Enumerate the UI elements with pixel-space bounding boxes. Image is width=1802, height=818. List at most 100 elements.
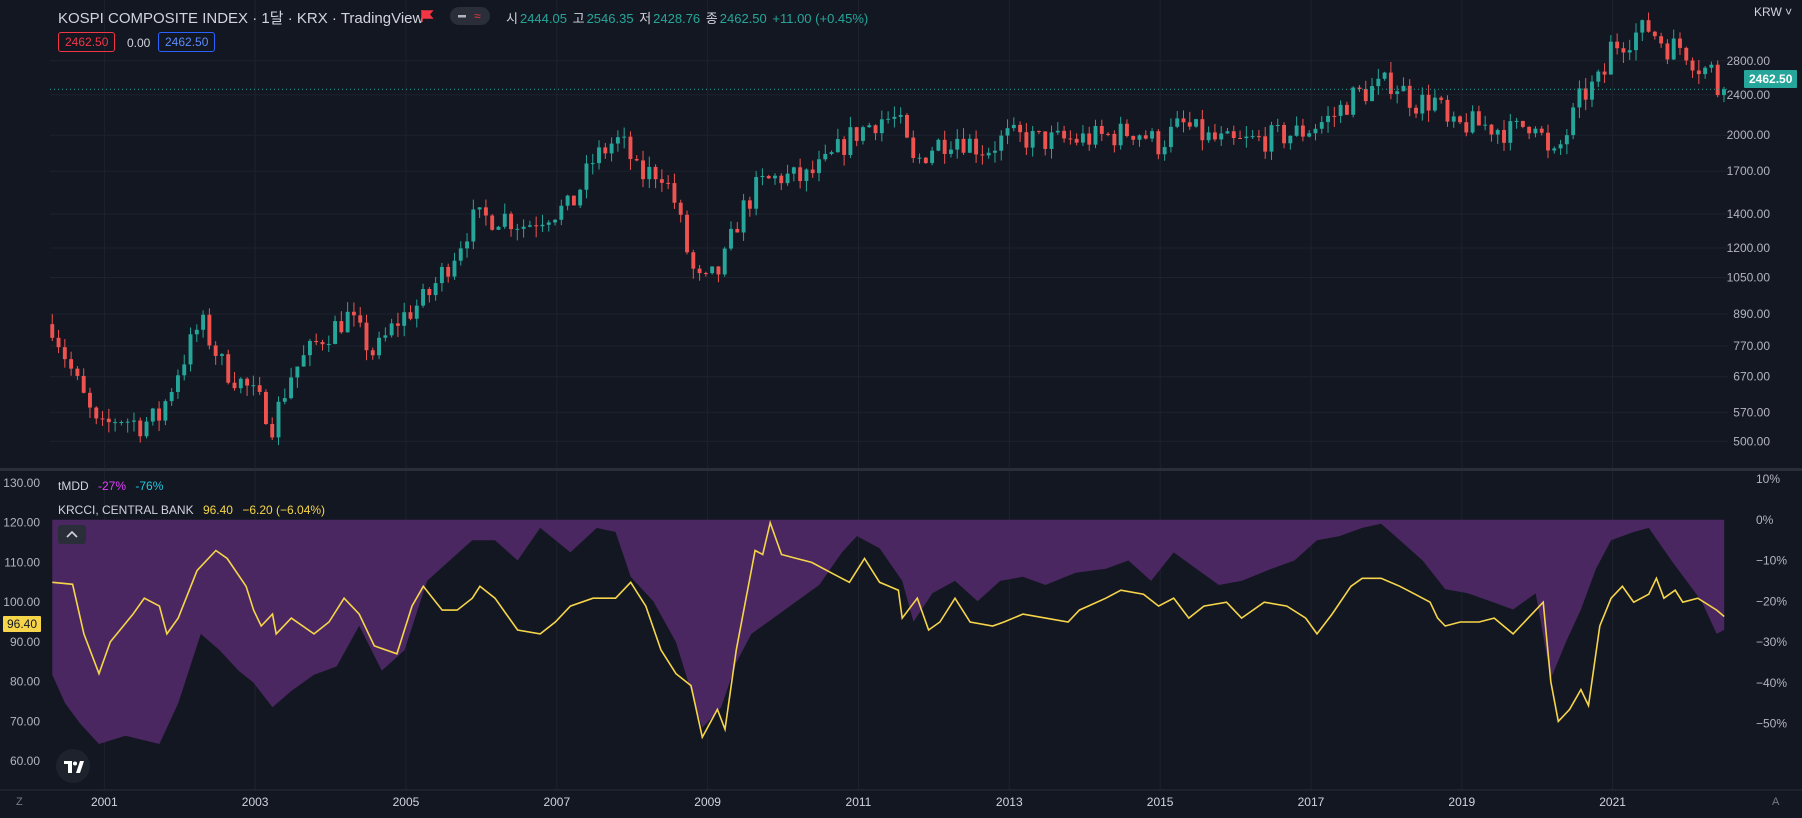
candle-body xyxy=(1608,41,1613,75)
candle-body xyxy=(1093,125,1098,145)
candle-body xyxy=(395,323,400,326)
candle-body xyxy=(1652,31,1657,37)
price-tick-label: 890.00 xyxy=(1733,307,1770,321)
price-tick-label: 2400.00 xyxy=(1727,88,1771,102)
candle-body xyxy=(609,143,614,154)
candle-body xyxy=(138,420,143,437)
chevron-down-icon: ˅ xyxy=(1781,5,1793,19)
series-label: KRCCI, CENTRAL BANK xyxy=(58,503,194,517)
candle-body xyxy=(722,248,727,275)
candle-body xyxy=(502,213,507,227)
candle-body xyxy=(615,137,620,144)
indicator-legend[interactable]: tMDD -27% -76% xyxy=(58,479,163,493)
candle-body xyxy=(301,355,306,367)
candle-body xyxy=(1181,118,1186,123)
candle-body xyxy=(213,345,218,356)
candle-body xyxy=(1363,89,1368,102)
currency-button[interactable]: KRW ˅ xyxy=(1754,5,1792,19)
candle-body xyxy=(1571,107,1576,136)
close-label: 종 xyxy=(705,11,718,26)
candle-body xyxy=(1294,125,1299,136)
candle-body xyxy=(483,207,488,216)
time-tick-label: 2013 xyxy=(996,795,1023,809)
candle-body xyxy=(1250,136,1255,138)
candle-body xyxy=(414,305,419,319)
candle-body xyxy=(1508,121,1513,143)
candle-body xyxy=(1678,38,1682,48)
cci-tick-label: 60.00 xyxy=(10,754,40,768)
candle-body xyxy=(75,368,80,376)
candle-body xyxy=(452,260,457,277)
candle-body xyxy=(345,311,350,333)
low-value: 2428.76 xyxy=(653,11,701,26)
separator: · xyxy=(331,10,337,27)
candle-body xyxy=(597,147,601,164)
candle-body xyxy=(238,378,243,389)
candle-body xyxy=(867,125,872,128)
candle-body xyxy=(509,213,513,230)
candle-body xyxy=(383,335,388,338)
candle-body xyxy=(1583,88,1588,100)
candle-body xyxy=(188,334,193,365)
candle-body xyxy=(496,226,501,230)
flag-icon[interactable] xyxy=(420,9,434,23)
candle-body xyxy=(1445,99,1450,122)
candle-body xyxy=(1156,131,1161,155)
symbol-name[interactable]: KOSPI COMPOSITE INDEX xyxy=(58,10,249,27)
candle-body xyxy=(1489,124,1494,135)
candle-body xyxy=(1357,87,1362,90)
candle-body xyxy=(1219,133,1224,140)
candle-body xyxy=(1080,133,1085,143)
candle-body xyxy=(1326,115,1330,123)
candle-body xyxy=(848,127,853,155)
candle-body xyxy=(1112,133,1117,146)
candle-body xyxy=(521,226,526,229)
candle-body xyxy=(1684,47,1689,61)
cci-tick-label: 130.00 xyxy=(3,476,40,490)
drawdown-area xyxy=(52,519,1725,744)
candle-body xyxy=(829,152,834,154)
high-value: 2546.35 xyxy=(586,11,634,26)
candle-body xyxy=(1671,38,1676,60)
candle-body xyxy=(1401,85,1406,92)
candle-body xyxy=(622,136,627,138)
source-label: TradingView xyxy=(340,10,424,27)
candle-body xyxy=(1332,115,1337,117)
candle-body xyxy=(1621,48,1626,53)
log-scale-button[interactable]: Z xyxy=(16,796,23,808)
candle-body xyxy=(641,160,645,180)
candle-body xyxy=(974,138,979,155)
time-tick-label: 2001 xyxy=(91,795,118,809)
buy-price-button[interactable]: 2462.50 xyxy=(158,32,216,52)
auto-scale-button[interactable]: A xyxy=(1772,796,1780,808)
candle-body xyxy=(270,424,275,438)
candle-body xyxy=(1282,124,1287,144)
candle-body xyxy=(1005,128,1010,136)
compare-toggle[interactable]: ≈ xyxy=(450,7,490,25)
candle-body xyxy=(1168,126,1173,148)
candle-body xyxy=(1709,64,1714,68)
candle-body xyxy=(1615,41,1620,49)
candle-body xyxy=(729,228,733,249)
cci-tick-label: 120.00 xyxy=(3,516,40,530)
candle-body xyxy=(119,422,124,424)
candle-body xyxy=(917,157,922,159)
collapse-pane-button[interactable] xyxy=(58,525,86,544)
candle-body xyxy=(1546,132,1550,151)
sell-price-button[interactable]: 2462.50 xyxy=(58,32,116,52)
candle-body xyxy=(565,195,570,206)
candle-body xyxy=(823,153,828,160)
candle-body xyxy=(69,359,74,369)
candle-body xyxy=(1382,72,1387,79)
tradingview-logo[interactable] xyxy=(56,749,90,783)
candle-body xyxy=(999,135,1004,151)
indicator-value-1: -27% xyxy=(98,479,127,493)
candle-body xyxy=(1533,128,1538,134)
candle-body xyxy=(1539,128,1544,133)
candle-body xyxy=(1269,125,1274,152)
series-legend[interactable]: KRCCI, CENTRAL BANK 96.40 −6.20 (−6.04%) xyxy=(58,503,325,517)
candle-body xyxy=(1062,130,1067,139)
candle-body xyxy=(132,420,136,422)
interval-label[interactable]: 1달 xyxy=(261,10,284,27)
